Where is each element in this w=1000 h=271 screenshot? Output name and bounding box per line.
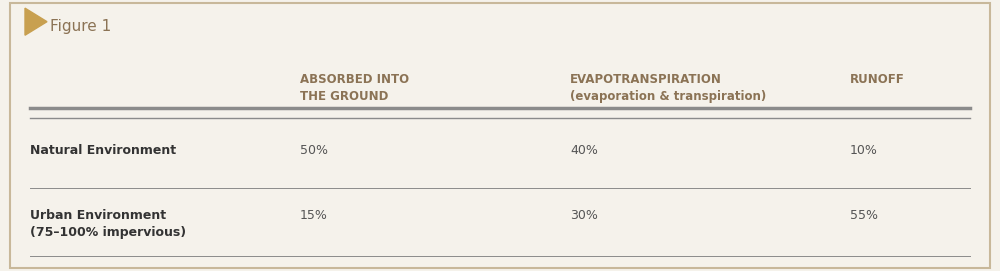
- Text: 40%: 40%: [570, 144, 598, 157]
- Text: 10%: 10%: [850, 144, 878, 157]
- FancyBboxPatch shape: [10, 3, 990, 268]
- Text: 55%: 55%: [850, 209, 878, 222]
- Text: Natural Environment: Natural Environment: [30, 144, 176, 157]
- Text: 50%: 50%: [300, 144, 328, 157]
- Text: Figure 1: Figure 1: [50, 19, 111, 34]
- Text: EVAPOTRANSPIRATION
(evaporation & transpiration): EVAPOTRANSPIRATION (evaporation & transp…: [570, 73, 766, 103]
- Text: RUNOFF: RUNOFF: [850, 73, 905, 86]
- Text: 30%: 30%: [570, 209, 598, 222]
- Polygon shape: [25, 8, 47, 35]
- Text: 15%: 15%: [300, 209, 328, 222]
- Text: ABSORBED INTO
THE GROUND: ABSORBED INTO THE GROUND: [300, 73, 409, 103]
- Text: Urban Environment
(75–100% impervious): Urban Environment (75–100% impervious): [30, 209, 186, 239]
